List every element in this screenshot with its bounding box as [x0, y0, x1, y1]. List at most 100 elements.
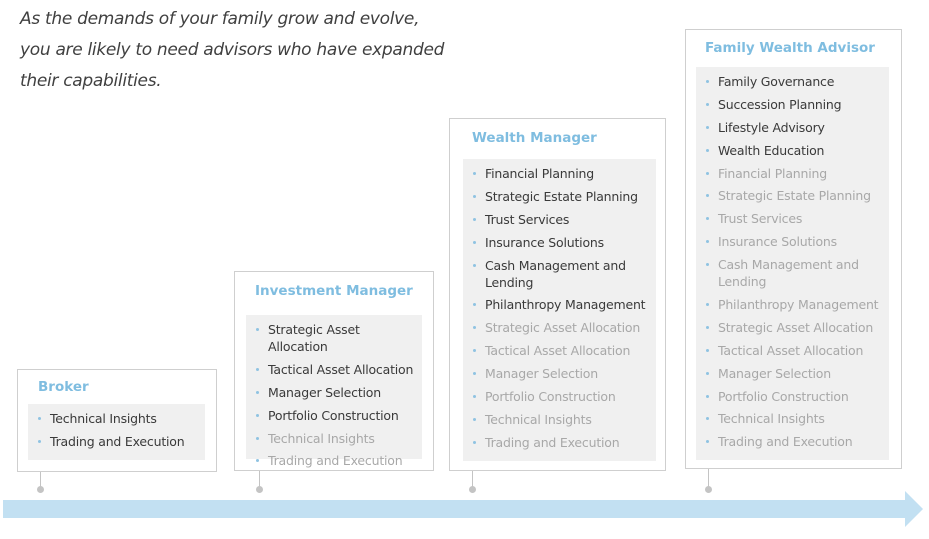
timeline-pin-icon	[256, 486, 263, 493]
capability-label: Manager Selection	[485, 366, 598, 382]
intro-line: you are likely to need advisors who have…	[20, 40, 445, 60]
capability-item: Insurance Solutions	[706, 233, 889, 250]
timeline-pin-icon	[469, 486, 476, 493]
capability-item: Cash Management and Lending	[473, 257, 656, 291]
capability-item: Wealth Education	[706, 142, 889, 159]
capability-item: Succession Planning	[706, 96, 889, 113]
capability-label: Lifestyle Advisory	[718, 119, 825, 135]
bullet-icon	[256, 459, 259, 463]
bullet-icon	[256, 413, 259, 417]
capability-label: Wealth Education	[718, 142, 825, 158]
timeline-pin-icon	[37, 486, 44, 493]
bullet-icon	[473, 395, 476, 399]
capabilities-list: Strategic Asset Allocation Tactical Asset…	[256, 321, 422, 469]
capability-label: Financial Planning	[485, 166, 594, 181]
capability-label: Philanthropy Management	[718, 297, 879, 313]
capability-item: Manager Selection	[473, 365, 656, 382]
capability-label: Portfolio Construction	[718, 388, 849, 404]
capability-item: Trust Services	[473, 211, 656, 228]
bullet-icon	[256, 436, 259, 440]
bullet-icon	[473, 194, 476, 198]
capability-item: Trading and Execution	[706, 433, 889, 450]
intro-text: As the demands of your family grow and e…	[20, 4, 444, 97]
capability-item: Portfolio Construction	[256, 407, 422, 424]
bullet-icon	[706, 440, 709, 444]
bullet-icon	[706, 325, 709, 329]
bullet-icon	[706, 417, 709, 421]
capability-item: Trust Services	[706, 210, 889, 227]
capability-item: Technical Insights	[38, 410, 205, 427]
capability-label: Cash Management and Lending	[485, 257, 626, 290]
bullet-icon	[473, 240, 476, 244]
capabilities-panel: Strategic Asset Allocation Tactical Asset…	[246, 315, 422, 468]
bullet-icon	[706, 303, 709, 307]
capability-label: Strategic Asset Allocation	[268, 322, 360, 354]
capability-item: Trading and Execution	[256, 452, 422, 469]
capability-label: Strategic Estate Planning	[485, 188, 638, 204]
capability-label: Portfolio Construction	[485, 389, 616, 405]
capability-item: Portfolio Construction	[473, 388, 656, 405]
capability-label: Financial Planning	[718, 165, 827, 181]
capability-label: Philanthropy Management	[485, 297, 646, 313]
intro-line: As the demands of your family grow and e…	[20, 9, 420, 29]
capability-label: Trading and Execution	[50, 433, 185, 449]
bullet-icon	[473, 440, 476, 444]
capability-item: Trading and Execution	[473, 434, 656, 451]
capability-item: Cash Management and Lending	[706, 256, 889, 290]
capability-item: Philanthropy Management	[706, 296, 889, 313]
capability-label: Strategic Asset Allocation	[485, 320, 641, 336]
capability-item: Strategic Estate Planning	[706, 187, 889, 204]
bullet-icon	[38, 439, 41, 443]
capability-label: Technical Insights	[485, 411, 592, 427]
bullet-icon	[256, 390, 259, 394]
capability-label: Cash Management and Lending	[718, 257, 859, 290]
timeline-connector	[256, 471, 263, 493]
timeline-connector	[705, 469, 712, 493]
capability-item: Technical Insights	[473, 411, 656, 428]
progression-arrow-bar	[3, 500, 906, 518]
capability-label: Trust Services	[718, 211, 803, 227]
bullet-icon	[706, 371, 709, 375]
capability-item: Insurance Solutions	[473, 234, 656, 251]
capability-item: Financial Planning	[706, 165, 889, 182]
capability-item: Technical Insights	[256, 430, 422, 447]
bullet-icon	[256, 328, 259, 331]
capability-label: Insurance Solutions	[485, 234, 604, 250]
capability-label: Technical Insights	[718, 411, 825, 427]
capability-label: Technical Insights	[50, 411, 157, 426]
bullet-icon	[473, 326, 476, 330]
capabilities-list: Financial Planning Strategic Estate Plann…	[473, 165, 656, 451]
capabilities-list: Technical Insights Trading and Execution	[38, 410, 205, 450]
capability-label: Manager Selection	[718, 365, 831, 381]
capability-item: Philanthropy Management	[473, 296, 656, 313]
bullet-icon	[706, 394, 709, 398]
bullet-icon	[706, 217, 709, 221]
bullet-icon	[473, 217, 476, 221]
capability-label: Portfolio Construction	[268, 407, 399, 423]
timeline-connector	[37, 472, 44, 493]
bullet-icon	[256, 367, 259, 371]
stage-title: Investment Manager	[255, 283, 413, 299]
capability-label: Technical Insights	[268, 430, 375, 446]
bullet-icon	[473, 417, 476, 421]
capability-label: Trading and Execution	[718, 434, 853, 450]
capability-item: Strategic Estate Planning	[473, 188, 656, 205]
capability-label: Succession Planning	[718, 96, 842, 112]
capability-item: Tactical Asset Allocation	[473, 342, 656, 359]
capability-label: Tactical Asset Allocation	[268, 361, 414, 377]
capabilities-panel: Technical Insights Trading and Execution	[28, 404, 205, 460]
capability-item: Manager Selection	[256, 384, 422, 401]
timeline-pin-icon	[705, 486, 712, 493]
capability-item: Technical Insights	[706, 410, 889, 427]
capability-label: Tactical Asset Allocation	[485, 343, 631, 359]
stage-title: Broker	[38, 379, 89, 395]
bullet-icon	[706, 171, 709, 175]
bullet-icon	[706, 102, 709, 106]
capability-item: Manager Selection	[706, 365, 889, 382]
capability-item: Strategic Asset Allocation	[473, 319, 656, 336]
intro-line: their capabilities.	[20, 71, 162, 91]
bullet-icon	[706, 148, 709, 152]
bullet-icon	[706, 240, 709, 244]
capability-label: Strategic Asset Allocation	[718, 319, 874, 335]
capability-item: Tactical Asset Allocation	[706, 342, 889, 359]
